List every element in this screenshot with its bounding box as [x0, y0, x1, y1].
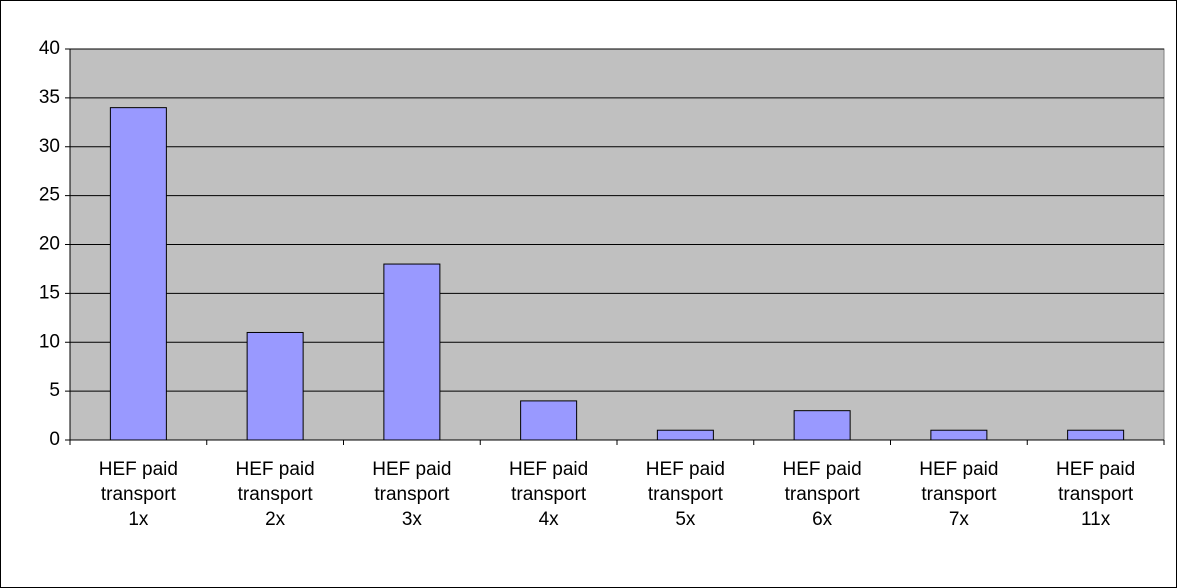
y-tick-label: 15: [39, 282, 60, 303]
y-tick-label: 20: [39, 234, 60, 255]
bar: [793, 410, 851, 441]
bar: [656, 429, 714, 441]
y-tick-label: 30: [39, 136, 60, 157]
bar: [1067, 429, 1125, 441]
y-tick-label: 10: [39, 331, 60, 352]
y-tick-label: 5: [49, 380, 60, 401]
y-tick-label: 40: [39, 38, 60, 59]
x-tick-label: HEF paid transport 5x: [645, 459, 725, 530]
y-tick-label: 0: [49, 429, 60, 450]
bar: [930, 429, 988, 441]
bar: [246, 331, 304, 441]
bar: [109, 107, 167, 441]
y-tick-label: 25: [39, 185, 60, 206]
x-tick-label: HEF paid transport 11x: [1056, 459, 1136, 530]
x-tick-label: HEF paid transport 1x: [98, 459, 178, 530]
x-tick-label: HEF paid transport 3x: [372, 459, 452, 530]
bar: [520, 400, 578, 441]
x-tick-label: HEF paid transport 6x: [782, 459, 862, 530]
y-tick-label: 35: [39, 87, 60, 108]
x-tick-label: HEF paid transport 4x: [509, 459, 589, 530]
bar: [383, 263, 441, 441]
x-tick-label: HEF paid transport 2x: [235, 459, 315, 530]
x-tick-label: HEF paid transport 7x: [919, 459, 999, 530]
